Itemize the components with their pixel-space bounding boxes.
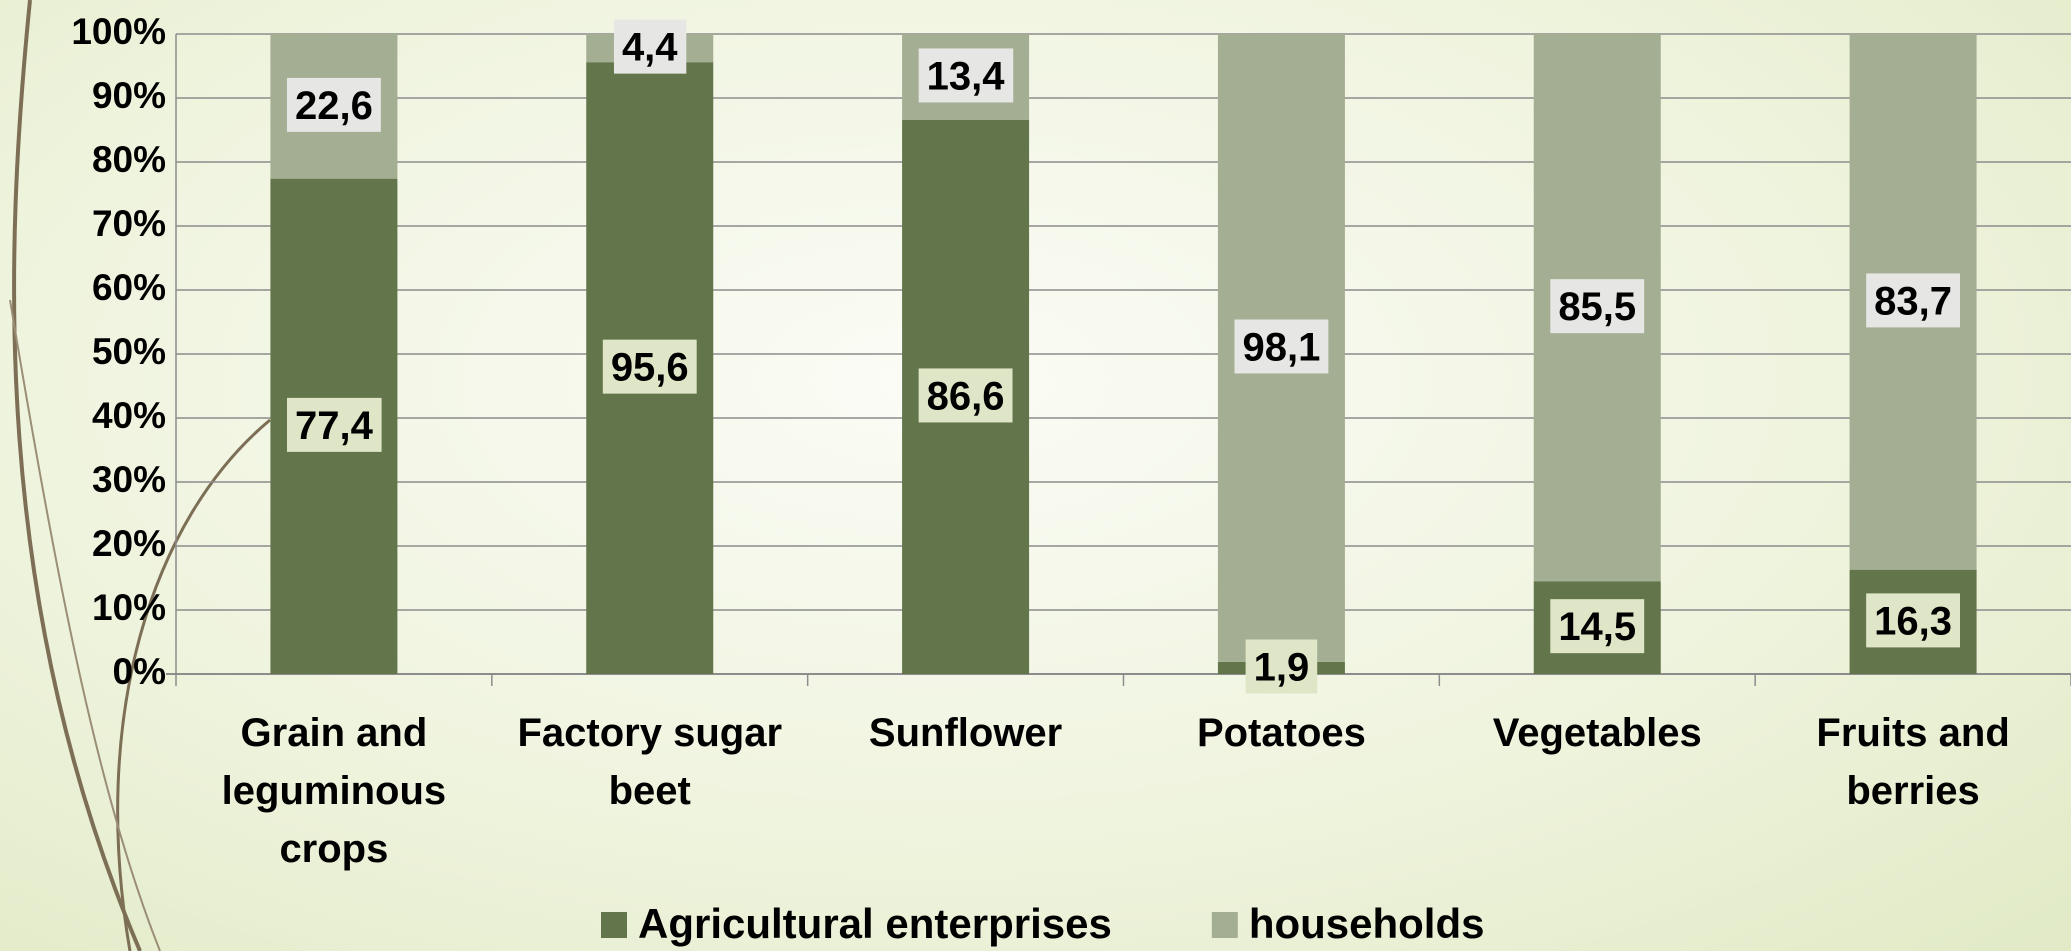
value-label: 13,4 [927,54,1006,98]
y-tick-label: 10% [92,587,166,628]
x-tick-label: Grain and leguminous crops [184,704,484,878]
value-label: 85,5 [1558,285,1636,329]
x-tick-label: Potatoes [1131,704,1431,762]
value-label: 16,3 [1874,599,1952,643]
x-tick-label: Fruits and berries [1763,704,2063,820]
value-label: 14,5 [1558,605,1636,649]
value-label: 77,4 [295,404,374,448]
value-label: 95,6 [611,346,689,390]
page: 0% 10% 20% 30% 40% 50% 60% 70% 80% 90% 100% 77,4 22,… [0,0,2071,951]
legend-label: households [1249,900,1485,947]
y-tick-label: 60% [92,267,166,308]
y-tick-label: 90% [92,75,166,116]
y-tick-label: 100% [71,11,166,52]
y-tick-label: 40% [92,395,166,436]
value-label: 4,4 [622,26,678,70]
value-label: 1,9 [1254,645,1310,689]
y-tick-label: 80% [92,139,166,180]
y-tick-label: 0% [113,651,166,692]
value-label: 83,7 [1874,279,1952,323]
y-tick-label: 30% [92,459,166,500]
legend-label: Agricultural enterprises [638,900,1112,947]
x-tick-label: Sunflower [816,704,1116,762]
value-label: 98,1 [1242,325,1320,369]
x-tick-label: Factory sugar beet [500,704,800,820]
value-label: 22,6 [295,84,373,128]
y-tick-label: 50% [92,331,166,372]
y-tick-label: 20% [92,523,166,564]
y-tick-label: 70% [92,203,166,244]
legend-swatch [1212,912,1238,938]
value-label: 86,6 [927,374,1005,418]
x-tick-label: Vegetables [1447,704,1747,762]
legend-swatch [601,912,627,938]
